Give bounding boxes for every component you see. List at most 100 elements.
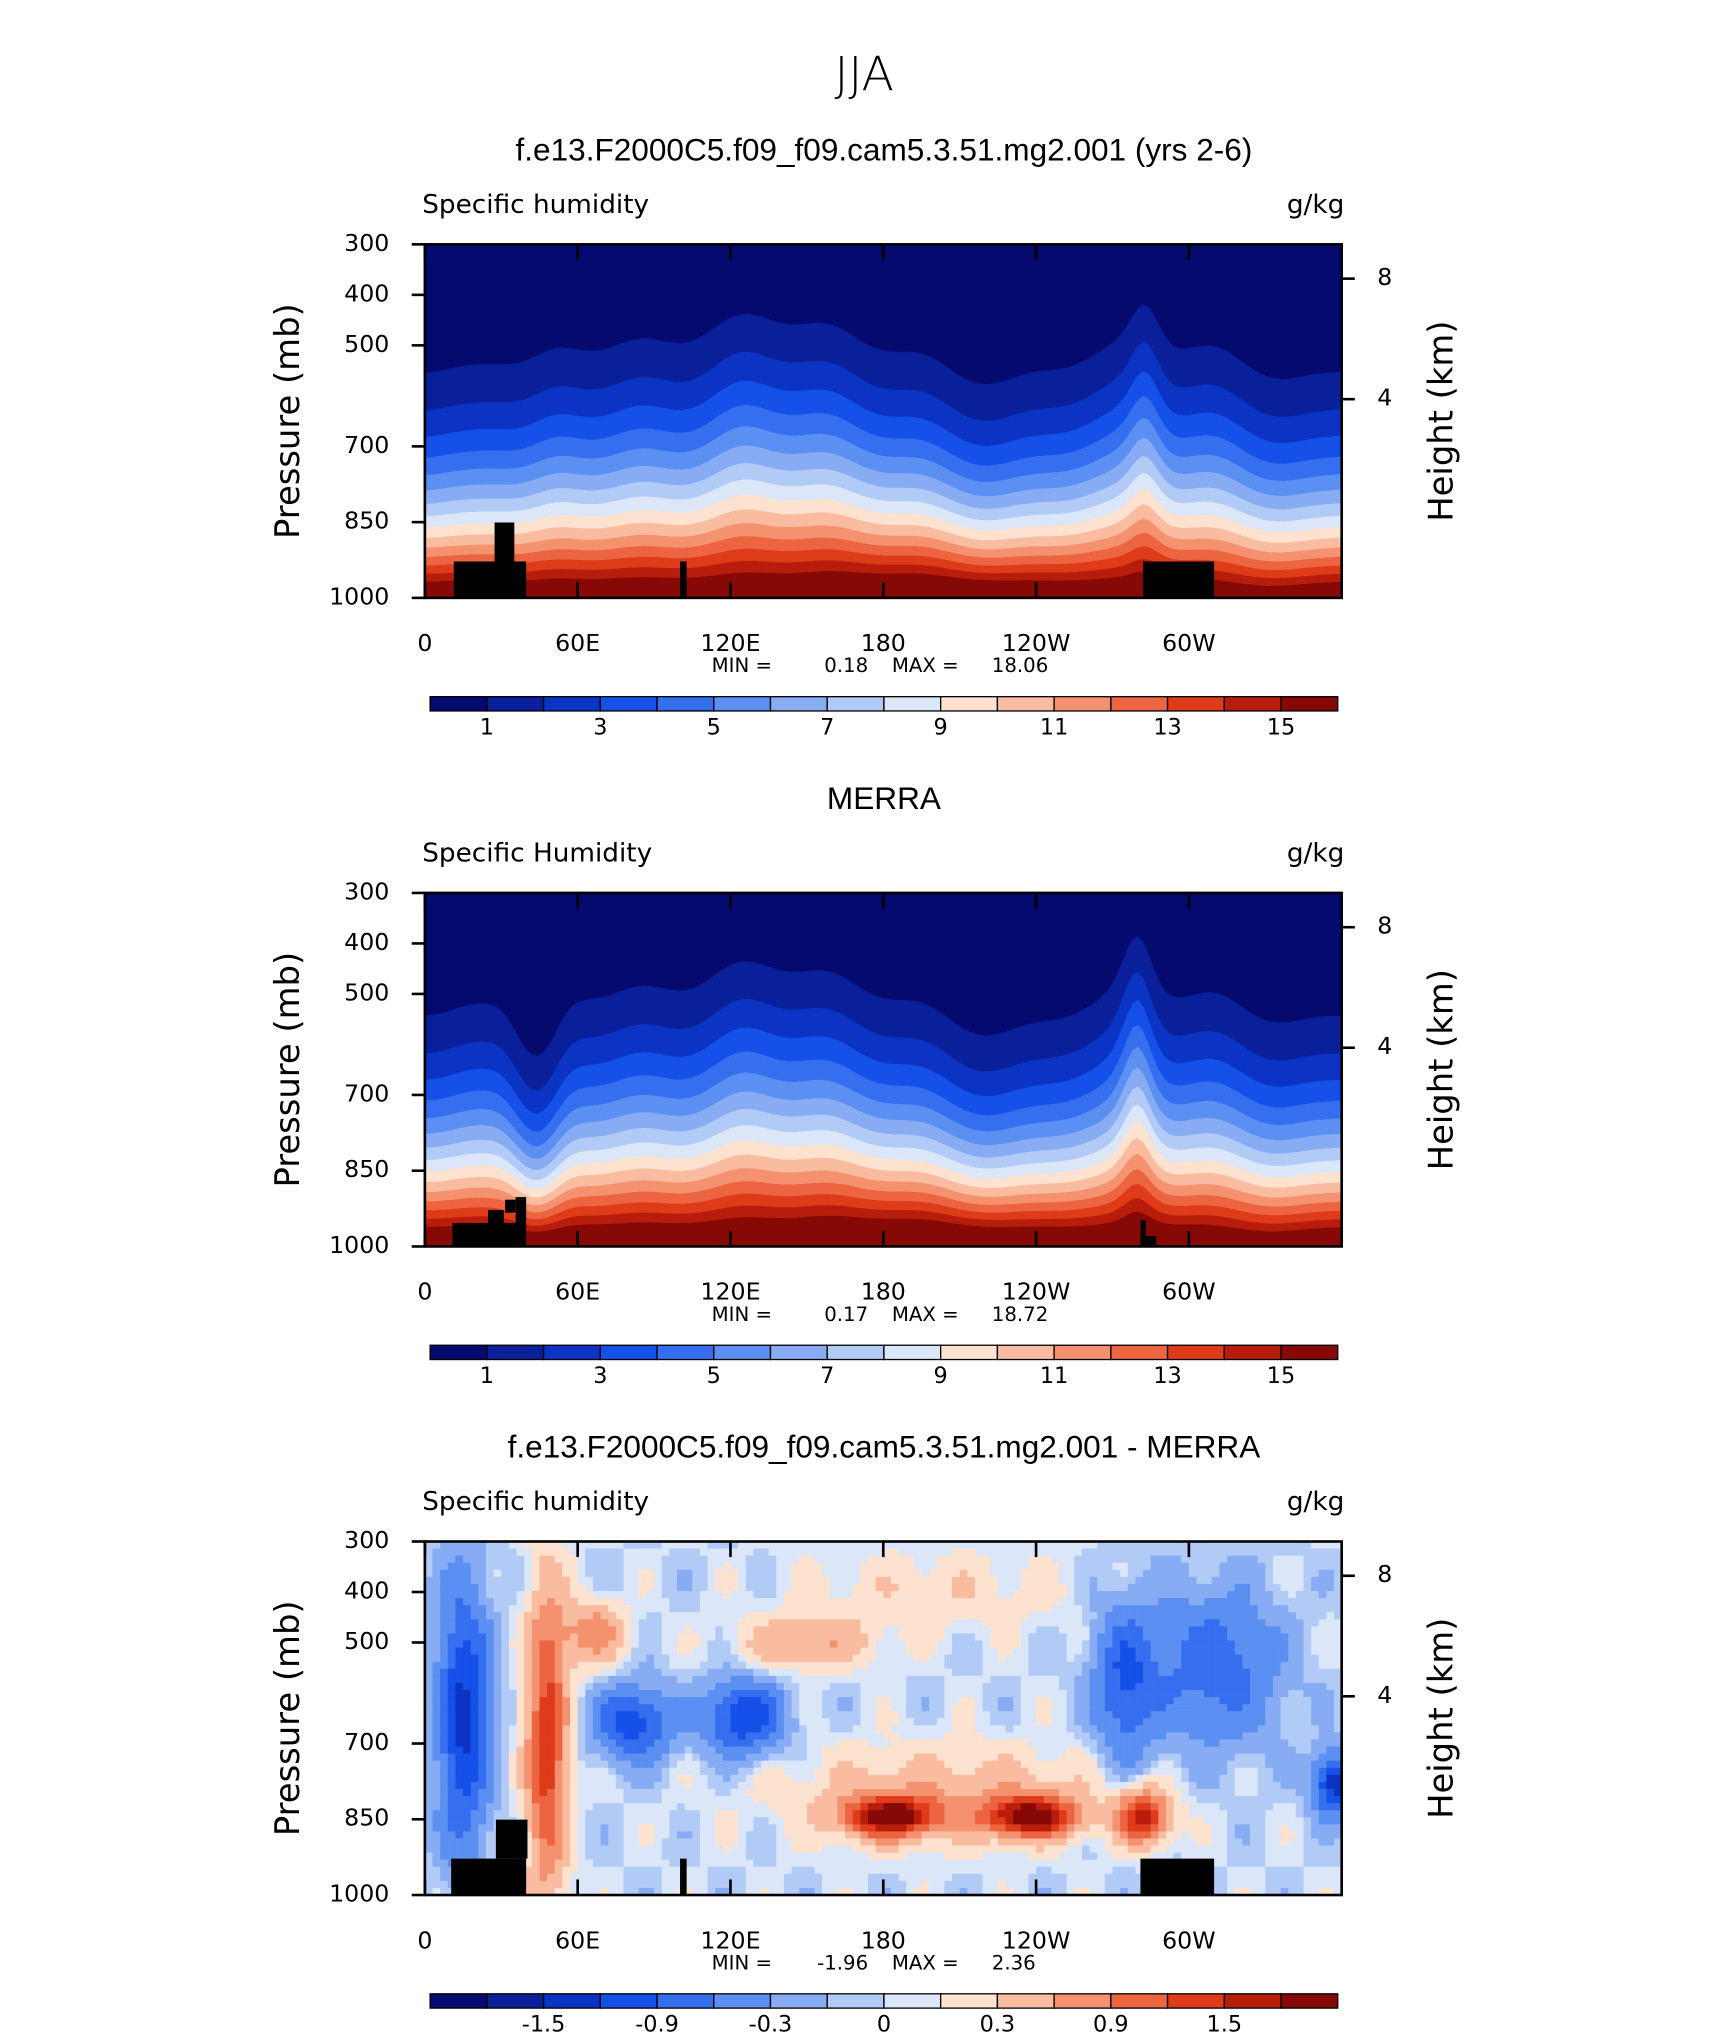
contour-cell [676,1838,686,1847]
contour-cell [738,1711,747,1719]
contour-cell [654,1845,663,1854]
contour-cell [776,1576,785,1585]
contour-cell [952,1852,961,1861]
contour-cell [952,1838,961,1847]
contour-cell [1013,1774,1022,1783]
contour-cell [1143,1626,1152,1634]
contour-cell [470,1541,479,1550]
contour-cell [1059,1767,1068,1776]
contour-cell [661,1640,670,1649]
contour-cell [631,1725,640,1733]
contour-cell [997,1668,1007,1677]
contour-cell [669,1675,678,1684]
contour-cell [1097,1718,1106,1726]
contour-cell [845,1711,854,1719]
contour-cell [654,1880,663,1889]
contour-cell [768,1781,777,1790]
colorbar-label: 3 [593,714,607,740]
contour-cell [791,1590,800,1599]
contour-cell [524,1880,533,1889]
contour-cell [424,1562,434,1571]
contour-cell [997,1824,1007,1832]
contour-cell [997,1661,1007,1670]
contour-cell [661,1753,670,1762]
contour-cell [455,1654,464,1663]
contour-cell [600,1739,609,1748]
contour-cell [440,1576,449,1585]
contour-cell [1150,1774,1159,1783]
contour-cell [432,1682,441,1691]
contour-cell [1112,1661,1121,1670]
contour-cell [1143,1739,1152,1748]
contour-cell [1036,1781,1045,1790]
contour-cell [562,1859,571,1868]
contour-cell [1020,1633,1029,1642]
contour-cell [883,1774,892,1783]
contour-cell [654,1796,663,1804]
contour-cell [722,1746,731,1755]
contour-cell [1104,1569,1114,1578]
contour-cell [753,1838,762,1847]
contour-cell [791,1732,800,1740]
contour-cell [615,1831,625,1839]
contour-cell [921,1810,930,1818]
contour-cell [1112,1817,1121,1825]
contour-cell [997,1873,1007,1882]
contour-cell [738,1760,747,1769]
contour-cell [1036,1732,1045,1740]
contour-cell [654,1725,663,1733]
contour-cell [967,1718,976,1726]
contour-cell [1089,1824,1098,1832]
contour-cell [592,1859,602,1868]
contour-cell [952,1845,961,1854]
contour-cell [852,1887,861,1896]
contour-cell [822,1541,831,1550]
contour-cell [493,1569,502,1578]
contour-cell [1013,1633,1022,1642]
contour-cell [424,1675,434,1684]
contour-cell [952,1746,961,1755]
contour-cell [1081,1831,1091,1839]
contour-cell [470,1590,479,1599]
contour-cell [676,1796,686,1804]
contour-cell [432,1654,441,1663]
contour-cell [944,1887,953,1896]
contour-cell [692,1725,701,1733]
contour-cell [1020,1704,1029,1712]
contour-cell [745,1803,754,1811]
contour-cell [867,1739,877,1748]
contour-cell [562,1760,571,1769]
contour-cell [638,1697,647,1705]
contour-cell [814,1619,823,1627]
contour-cell [463,1746,472,1755]
contour-cell [860,1725,869,1733]
contour-cell [1089,1718,1098,1726]
colorbar-label: 1 [480,1363,494,1389]
contour-cell [936,1640,945,1649]
contour-cell [631,1711,640,1719]
contour-cell [761,1661,770,1670]
contour-cell [554,1866,563,1875]
contour-cell [738,1753,747,1762]
contour-cell [1143,1781,1152,1790]
contour-cell [761,1887,770,1896]
contour-cell [860,1654,869,1663]
contour-cell [631,1562,640,1571]
contour-cell [684,1548,693,1557]
contour-cell [1059,1852,1068,1861]
contour-cell [906,1824,915,1832]
contour-cell [531,1873,541,1882]
contour-cell [1020,1598,1029,1606]
contour-cell [929,1661,938,1670]
contour-cell [585,1803,594,1811]
contour-cell [478,1817,487,1825]
contour-cell [982,1873,991,1882]
contour-cell [1127,1562,1136,1571]
contour-cell [852,1767,861,1776]
contour-cell [638,1711,647,1719]
contour-cell [890,1668,900,1677]
contour-cell [1135,1760,1144,1769]
contour-cell [745,1548,754,1557]
contour-cell [852,1859,861,1868]
contour-cell [753,1654,762,1663]
